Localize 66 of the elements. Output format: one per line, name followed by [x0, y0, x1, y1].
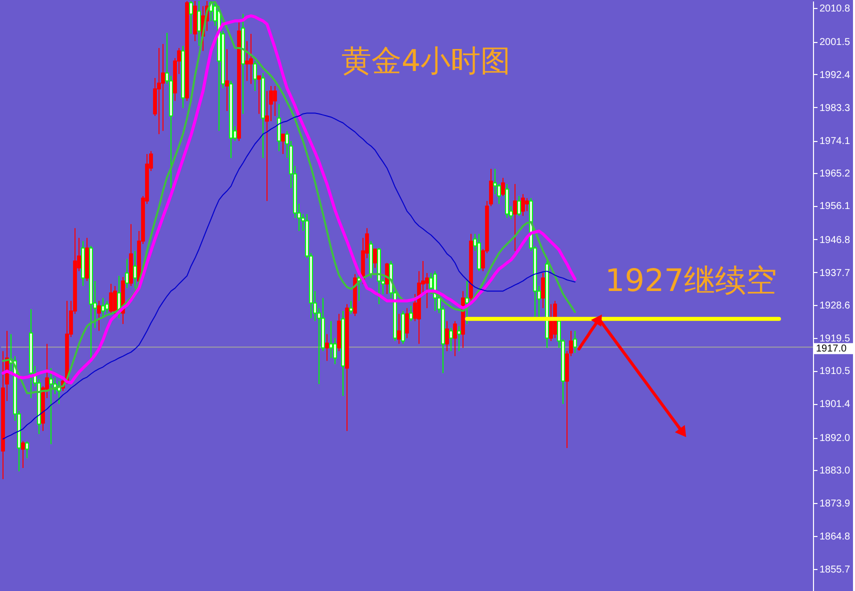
candlestick: [97, 300, 101, 332]
candlestick: [397, 313, 401, 344]
y-tick-label: 1855.7: [820, 564, 851, 576]
ref-line-label: 1917.0: [816, 344, 848, 355]
y-tick-label: 1937.7: [820, 268, 851, 279]
candlestick: [573, 330, 577, 354]
candlestick: [225, 48, 229, 112]
y-tick-label: 1883.0: [820, 466, 851, 477]
candlestick: [429, 272, 433, 294]
candlestick: [513, 184, 517, 252]
candlestick: [273, 85, 277, 117]
candlestick: [409, 305, 413, 322]
line-series: [2, 112, 576, 440]
candlestick: [125, 258, 129, 289]
y-tick-label: 2010.8: [820, 3, 851, 14]
text: 黄金4小时图: [341, 44, 511, 79]
y-tick-label: 1974.1: [820, 136, 851, 148]
candlestick: [521, 194, 525, 216]
candlestick: [161, 44, 165, 132]
candlestick: [373, 248, 377, 268]
candlestick: [541, 272, 545, 309]
candlestick: [325, 334, 329, 362]
candlestick: [157, 48, 161, 135]
candlestick: [349, 300, 353, 314]
y-tick-label: 1910.5: [820, 366, 851, 378]
y-tick-label: 1983.3: [820, 102, 851, 114]
candlestick: [189, 0, 193, 34]
candlestick: [257, 75, 261, 114]
candlestick: [445, 320, 449, 352]
candlestick: [21, 440, 25, 468]
candlestick: [465, 280, 469, 324]
y-tick-label: 1873.9: [820, 498, 851, 510]
y-tick-label: 1965.2: [820, 168, 851, 180]
candlestick: [133, 250, 137, 289]
candlestick: [517, 195, 521, 216]
candlestick: [245, 40, 249, 82]
y-tick-label: 1928.6: [820, 300, 851, 312]
candlestick: [453, 320, 457, 357]
candlestick: [249, 33, 253, 84]
y-tick-label: 1946.8: [820, 234, 851, 246]
candlestick: [549, 304, 553, 342]
candlestick: [525, 198, 529, 212]
candlestick: [109, 283, 113, 314]
candlestick: [501, 177, 505, 196]
candlestick: [281, 134, 285, 154]
candlestick: [385, 262, 389, 294]
candlestick: [113, 286, 117, 317]
y-tick-label: 1992.4: [820, 70, 851, 81]
candlestick: [457, 326, 461, 352]
candlestick: [277, 104, 281, 152]
y-tick-label: 1864.8: [820, 531, 851, 542]
candlestick: [49, 368, 53, 445]
candlestick: [329, 320, 333, 358]
y-tick-label: 2001.5: [820, 37, 851, 48]
y-tick-label: 1901.4: [820, 399, 851, 410]
y-tick-label: 1956.1: [820, 201, 851, 212]
candlestick: [197, 0, 201, 46]
candlestick: [449, 327, 453, 352]
candlestick: [253, 60, 257, 92]
candlestick: [25, 440, 29, 459]
candlestick: [405, 308, 409, 339]
candlestick: [105, 300, 109, 314]
y-tick-label: 1892.0: [820, 433, 851, 444]
annotation: 1927继续空: [605, 263, 777, 299]
candlestick: [101, 297, 105, 319]
y-tick-label: 1919.5: [820, 334, 851, 345]
